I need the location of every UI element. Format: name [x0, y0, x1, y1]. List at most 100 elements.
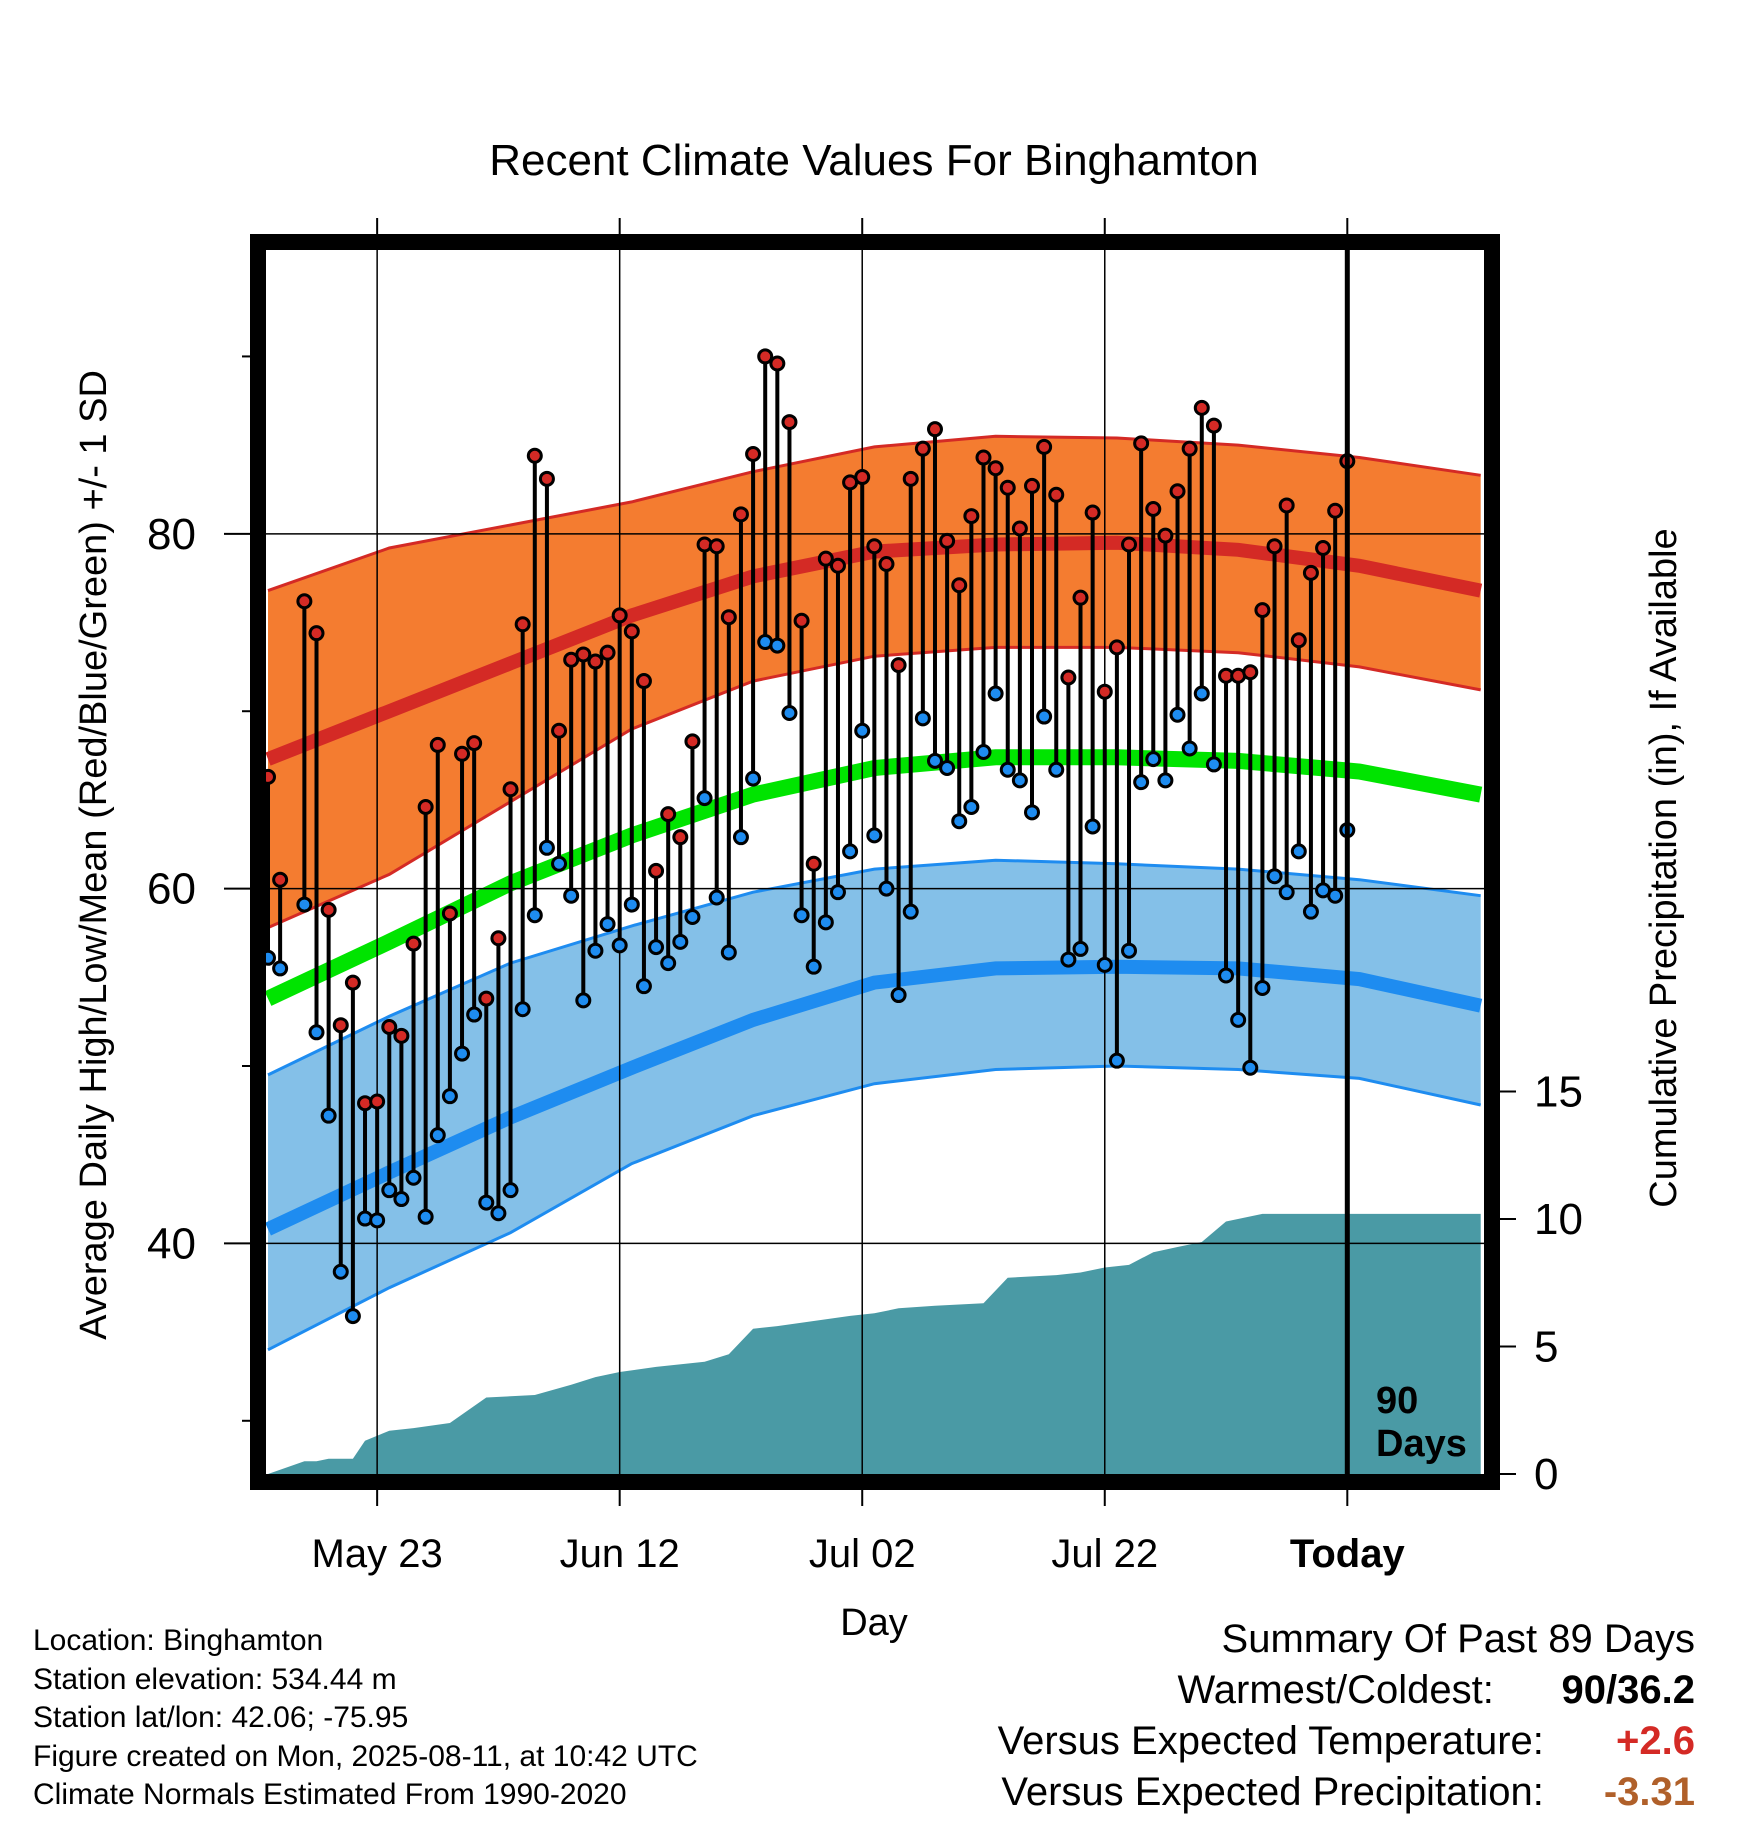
daily-high-point [1242, 664, 1259, 681]
created-text: Figure created on Mon, 2025-08-11, at 10… [33, 1739, 698, 1773]
daily-low-point [708, 889, 725, 906]
warm-cold-row: Warmest/Coldest: 90/36.2 [695, 1665, 1696, 1716]
daily-low-point [490, 1205, 507, 1222]
daily-high-point [272, 871, 289, 888]
daily-high-point [1205, 417, 1222, 434]
summary-heading: Summary Of Past 89 Days [1221, 1617, 1695, 1661]
y-axis-label: Average Daily High/Low/Mean (Red/Blue/Gr… [73, 370, 115, 1340]
x-axis-label: Day [840, 1602, 908, 1644]
daily-low-point [587, 942, 604, 959]
daily-low-point [1145, 751, 1162, 768]
daily-low-point [745, 770, 762, 787]
daily-low-point [272, 960, 289, 977]
x-tick-label: Jun 12 [560, 1532, 680, 1576]
daily-high-point [939, 532, 956, 549]
daily-high-point [1181, 440, 1198, 457]
daily-low-point [611, 937, 628, 954]
daily-low-point [1278, 884, 1295, 901]
daily-high-point [587, 653, 604, 670]
daily-high-point [805, 855, 822, 872]
daily-low-point [1096, 956, 1113, 973]
daily-high-point [1108, 639, 1125, 656]
daily-low-point [599, 916, 616, 933]
daily-low-point [538, 839, 555, 856]
daily-high-point [914, 440, 931, 457]
daily-high-point [381, 1018, 398, 1035]
warm-cold-value: 90/36.2 [1561, 1668, 1695, 1712]
daily-low-point [1266, 868, 1283, 885]
daily-low-point [793, 907, 810, 924]
daily-high-point [308, 625, 325, 642]
daily-high-point [817, 550, 834, 567]
daily-low-point [514, 1001, 531, 1018]
daily-low-point [429, 1127, 446, 1144]
daily-low-point [902, 903, 919, 920]
elevation-text: Station elevation: 534.44 m [33, 1662, 397, 1696]
chart-title: Recent Climate Values For Binghamton [489, 136, 1259, 185]
daily-high-point [708, 538, 725, 555]
daily-high-point [854, 469, 871, 486]
daily-high-point [369, 1093, 386, 1110]
daily-low-point [320, 1107, 337, 1124]
daily-high-point [454, 745, 471, 762]
daily-high-point [648, 862, 665, 879]
precip-value: -3.31 [1603, 1770, 1695, 1814]
daily-low-point [829, 884, 846, 901]
daily-low-point [441, 1088, 458, 1105]
daily-high-point [466, 735, 483, 752]
daily-low-point [526, 907, 543, 924]
daily-low-point [417, 1208, 434, 1225]
low-sd-band [268, 860, 1481, 1350]
plot-content [266, 250, 1484, 1474]
daily-high-point [926, 421, 943, 438]
daily-high-point [1302, 564, 1319, 581]
daily-high-point [1060, 669, 1077, 686]
daily-low-point [1108, 1052, 1125, 1069]
daily-low-point [769, 637, 786, 654]
daily-high-point [1145, 500, 1162, 517]
daily-high-point [769, 355, 786, 372]
daily-high-point [1121, 536, 1138, 553]
daily-high-point [502, 781, 519, 798]
daily-high-point [266, 768, 276, 785]
daily-high-point [635, 673, 652, 690]
daily-high-point [1169, 483, 1186, 500]
daily-low-point [781, 704, 798, 721]
daily-low-point [266, 949, 276, 966]
daily-high-point [757, 348, 774, 365]
daily-low-point [1048, 761, 1065, 778]
latlon-text: Station lat/lon: 42.06; -75.95 [33, 1701, 409, 1734]
daily-low-point [551, 855, 568, 872]
daily-high-point [1048, 486, 1065, 503]
daily-low-point [1327, 887, 1344, 904]
daily-low-point [1205, 756, 1222, 773]
daily-high-point [1315, 540, 1332, 557]
daily-low-point [999, 761, 1016, 778]
daily-low-point [1242, 1059, 1259, 1076]
daily-high-point [951, 577, 968, 594]
y-tick-label: 60 [147, 865, 196, 914]
daily-low-point [1302, 903, 1319, 920]
daily-high-point [975, 449, 992, 466]
daily-low-point [975, 744, 992, 761]
daily-high-point [878, 555, 895, 572]
daily-low-point [1072, 940, 1089, 957]
y2-axis-label: Cumulative Precipitation (in), If Availa… [1643, 528, 1685, 1207]
daily-low-point [1181, 740, 1198, 757]
daily-high-point [478, 990, 495, 1007]
daily-low-point [1193, 685, 1210, 702]
window-label-number: 90 [1376, 1380, 1418, 1422]
daily-low-point [1060, 951, 1077, 968]
daily-low-point [1084, 818, 1101, 835]
y2-tick-label: 5 [1534, 1323, 1558, 1372]
daily-high-point [344, 974, 361, 991]
daily-low-point [405, 1169, 422, 1186]
daily-high-point [781, 414, 798, 431]
x-tick-label: Today [1290, 1532, 1406, 1576]
window-label-days: Days [1376, 1423, 1467, 1465]
daily-high-point [866, 538, 883, 555]
daily-low-point [987, 685, 1004, 702]
daily-low-point [369, 1212, 386, 1229]
daily-low-point [866, 827, 883, 844]
